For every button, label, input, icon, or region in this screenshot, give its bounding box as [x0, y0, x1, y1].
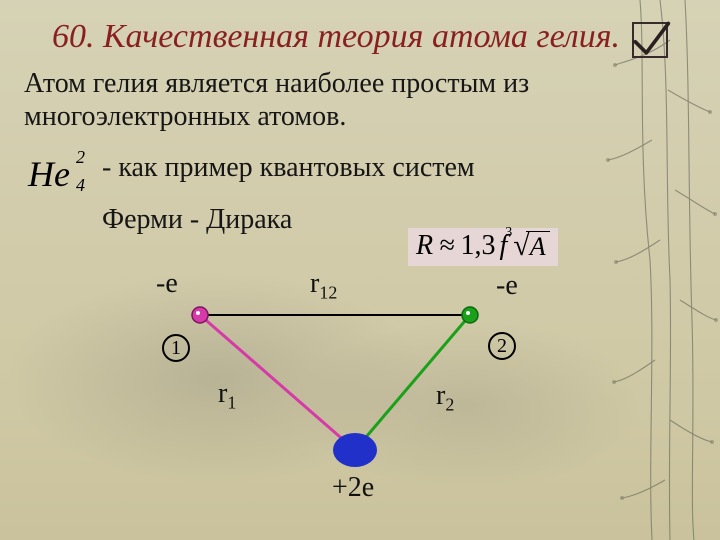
r1-base: r — [218, 378, 227, 409]
helium-diagram: -e -e r12 1 2 r1 r2 +2e — [140, 280, 540, 510]
node-2-badge: 2 — [488, 332, 516, 360]
formula-coef: 1,3 — [460, 230, 495, 262]
node-1-badge: 1 — [162, 334, 190, 362]
electron2-charge-label: -e — [496, 270, 518, 302]
title-row: 60. Качественная теория атома гелия. — [24, 16, 696, 59]
r1-label: r1 — [218, 378, 236, 414]
node-2-number: 2 — [497, 335, 507, 358]
formula-R: R — [416, 230, 433, 262]
nucleus-charge-label: +2e — [332, 472, 374, 504]
r2-base: r — [436, 380, 445, 411]
helium-row: He 2 4 - как пример квантовых систем — [24, 151, 696, 203]
he-superscript: 2 — [76, 147, 85, 168]
helium-symbol: He 2 4 — [24, 151, 102, 203]
r12-base: r — [310, 268, 319, 299]
formula-approx: ≈ — [439, 230, 454, 262]
r1-sub: 1 — [227, 393, 236, 413]
he-description-line2: Ферми - Дирака — [102, 203, 696, 236]
he-description-line1: - как пример квантовых систем — [102, 151, 475, 184]
r12-label: r12 — [310, 268, 337, 304]
he-base: He — [28, 153, 70, 195]
intro-paragraph: Атом гелия является наиболее простым из … — [24, 67, 696, 133]
he-subscript: 4 — [76, 175, 85, 196]
formula-root: 3 √ A — [513, 231, 549, 262]
r12-sub: 12 — [319, 283, 337, 303]
node-1-number: 1 — [171, 337, 181, 360]
checkmark-icon — [632, 22, 668, 58]
root-radicand: A — [526, 231, 550, 262]
r2-sub: 2 — [445, 395, 454, 415]
r2-label: r2 — [436, 380, 454, 416]
electron1-charge-label: -e — [156, 268, 178, 300]
slide-title: 60. Качественная теория атома гелия. — [52, 16, 620, 59]
root-degree: 3 — [505, 225, 512, 241]
formula-box: R ≈ 1,3 f 3 √ A — [408, 228, 558, 266]
